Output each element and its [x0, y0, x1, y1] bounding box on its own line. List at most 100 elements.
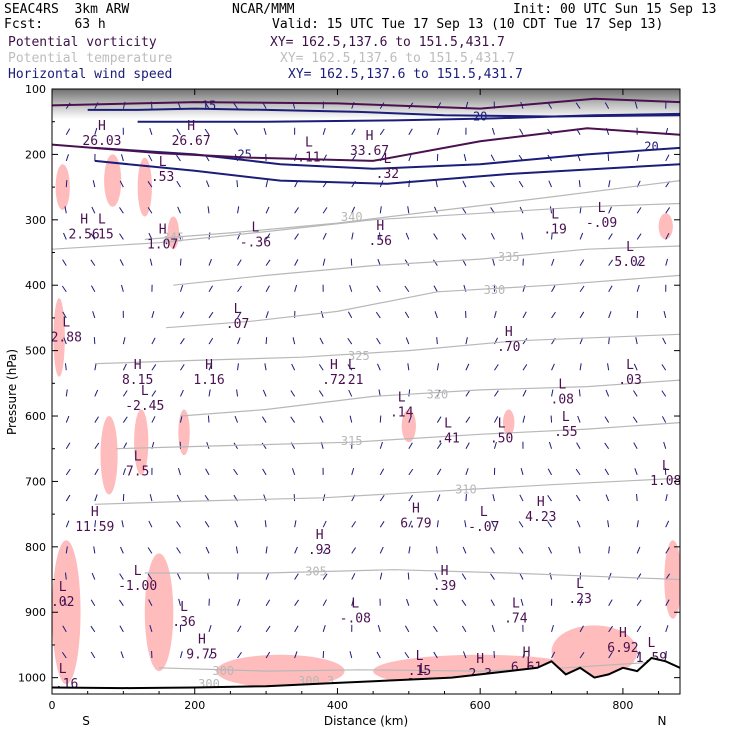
pv-extremum-marker: L: [526, 655, 534, 670]
wind-arrow: [465, 390, 471, 397]
theta-contour-330: [166, 274, 680, 329]
wind-arrow: [376, 651, 381, 659]
field-wind-name: Horizontal wind speed: [8, 67, 173, 82]
wind-arrow: [404, 651, 410, 659]
wind-arrow: [151, 416, 156, 423]
wind-arrow: [94, 468, 99, 476]
pv-shaded-patch: [658, 213, 673, 240]
pv-extremum-value: .19: [543, 222, 566, 237]
pv-extremum-marker: L: [558, 377, 566, 392]
wind-arrow: [465, 363, 470, 371]
pv-extremum-marker: H: [80, 213, 88, 228]
wind-arrow: [207, 572, 210, 580]
wind-arrow: [608, 625, 613, 633]
pv-extremum-marker: L: [59, 662, 67, 677]
pv-extremum-value: .55: [554, 425, 577, 440]
wind-arrow: [64, 363, 67, 371]
pv-shaded-patch: [401, 409, 416, 443]
wind-arrow: [433, 651, 438, 659]
wind-arrow: [379, 468, 385, 476]
pv-extremum-marker: L: [512, 597, 520, 612]
theta-contour-label: 330: [484, 283, 506, 297]
wind-arrow: [522, 337, 528, 345]
wind-arrow: [490, 154, 495, 162]
wind-arrow: [490, 573, 495, 580]
wind-arrow: [377, 625, 381, 633]
pv-extremum-value: .70: [497, 340, 520, 355]
wind-arrow: [462, 546, 467, 554]
wind-arrow: [205, 546, 210, 554]
pv-extremum-value: .56: [369, 234, 392, 249]
pv-extremum-value: .39: [433, 579, 456, 594]
pv-extremum-value: .53: [151, 170, 174, 185]
wind-arrow: [436, 363, 440, 371]
wind-arrow: [291, 363, 296, 371]
wind-arrow: [434, 311, 438, 319]
pv-extremum-marker: L: [562, 410, 570, 425]
pv-extremum-marker: L: [59, 580, 67, 595]
wind-arrow: [379, 206, 382, 214]
wind-arrow: [578, 546, 581, 554]
pv-extremum-value: 11.59: [75, 520, 114, 535]
wind-arrow: [122, 416, 128, 423]
wind-arrow: [349, 415, 353, 423]
wind-arrow: [519, 128, 524, 136]
wind-arrow: [518, 521, 524, 528]
wind-arrow: [433, 233, 438, 240]
wind-arrow: [62, 311, 67, 319]
wind-arrow: [351, 547, 357, 554]
wind-arrow: [180, 389, 184, 397]
wind-arrow: [547, 468, 552, 476]
wind-arrow: [347, 311, 353, 319]
wind-arrow: [147, 547, 153, 554]
wind-arrow: [433, 599, 438, 606]
wind-arrow: [294, 154, 297, 162]
pv-extremum-marker: H: [205, 358, 213, 373]
wind-arrow: [319, 416, 324, 423]
wind-arrow: [233, 468, 238, 476]
wind-arrow: [433, 285, 438, 293]
theta-contour-320: [180, 379, 680, 417]
plot-frame: [51, 88, 681, 695]
theta-contour-label: 305: [305, 565, 327, 579]
wind-arrow: [634, 468, 638, 476]
wind-arrow: [348, 389, 353, 397]
wind-arrow: [90, 651, 96, 659]
wind-arrow: [65, 415, 70, 423]
wind-arrow: [436, 494, 441, 502]
wind-arrow: [490, 232, 495, 240]
wind-contour-20: [94, 159, 680, 185]
wind-arrow: [147, 573, 153, 580]
wind-arrow: [208, 258, 212, 266]
wind-arrow: [236, 389, 239, 397]
wind-arrow: [265, 572, 270, 580]
wind-arrow: [63, 337, 67, 345]
theta-contour-label: 325: [348, 349, 370, 363]
pv-extremum-marker: L: [141, 384, 149, 399]
wind-arrow: [636, 599, 642, 606]
wind-arrow: [604, 416, 610, 423]
wind-arrow: [265, 337, 268, 345]
wind-arrow: [61, 285, 67, 293]
wind-arrow: [65, 180, 68, 188]
wind-arrow: [379, 441, 383, 449]
pv-extremum-marker: H: [316, 528, 324, 543]
wind-arrow: [491, 625, 495, 633]
wind-arrow: [408, 154, 412, 162]
wind-arrow: [351, 206, 356, 214]
wind-arrow: [436, 520, 439, 528]
x-tick-label: 800: [612, 699, 633, 712]
wind-arrow: [349, 284, 353, 292]
wind-arrow: [347, 337, 353, 345]
wind-arrow: [493, 651, 495, 659]
wind-arrow: [462, 180, 467, 188]
wind-arrow: [608, 180, 611, 188]
wind-arrow: [122, 468, 126, 476]
wind-arrow: [180, 338, 185, 345]
wind-arrow: [634, 101, 638, 109]
wind-arrow: [351, 128, 356, 136]
wind-arrow: [407, 572, 410, 580]
wind-arrow: [65, 389, 68, 397]
pv-extremum-value: -.08: [340, 612, 371, 627]
wind-contour-label: 25: [237, 147, 251, 161]
